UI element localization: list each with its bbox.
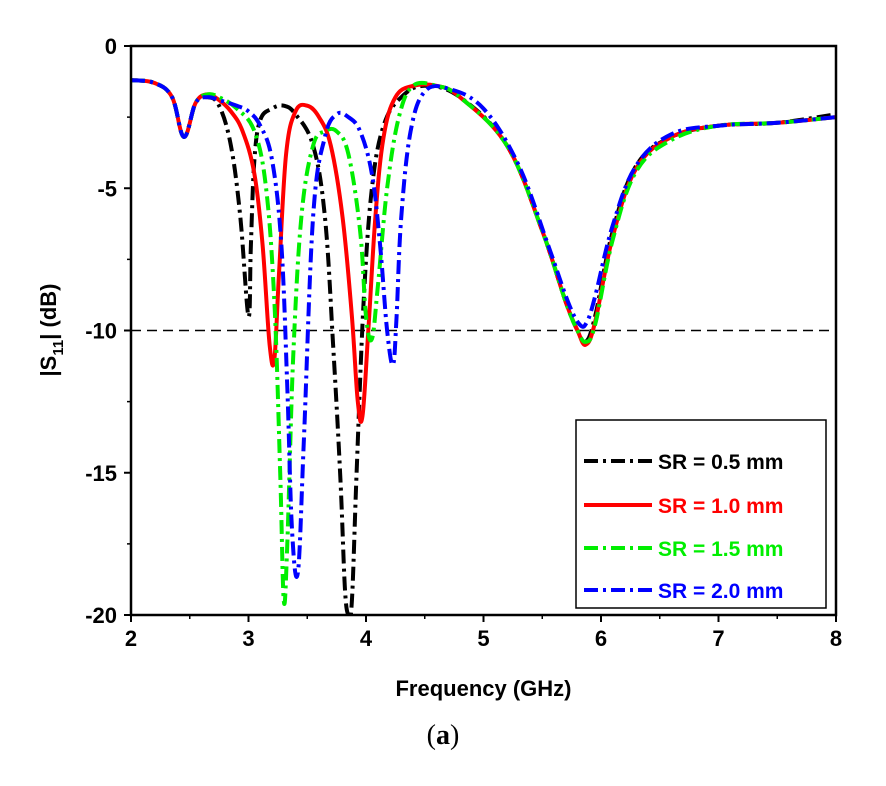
x-tick-label: 2	[125, 626, 137, 651]
y-tick-label: -5	[97, 176, 117, 201]
series-line-1	[131, 78, 836, 615]
x-axis-label: Frequency (GHz)	[395, 676, 571, 701]
series-line-2	[131, 78, 836, 424]
x-tick-label: 8	[830, 626, 842, 651]
x-tick-label: 6	[595, 626, 607, 651]
y-tick-label: -20	[85, 603, 117, 628]
legend-label-2: SR = 1.0 mm	[658, 495, 783, 518]
legend-box	[575, 419, 827, 609]
legend: SR = 0.5 mm SR = 1.0 mm SR = 1.5 mm SR = 2.…	[575, 419, 827, 609]
x-tick-label: 3	[242, 626, 254, 651]
legend-label-4: SR = 2.0 mm	[658, 580, 783, 603]
legend-label-1: SR = 0.5 mm	[658, 451, 783, 474]
series-line-4	[131, 78, 836, 579]
s11-chart: 2 3 4 5 6 7 8 0 -5 -10 -15 -20 Frequency (GHz) |S11…	[36, 34, 842, 701]
series-line-3	[131, 78, 836, 606]
y-axis-label: |S11| (dB)	[36, 284, 67, 377]
y-tick-label: 0	[105, 34, 117, 59]
y-tick-label: -10	[85, 319, 117, 344]
x-tick-label: 5	[477, 626, 489, 651]
figure-caption: (a)	[426, 720, 460, 751]
y-tick-label: -15	[85, 461, 117, 486]
x-tick-label: 7	[712, 626, 724, 651]
x-tick-label: 4	[360, 626, 373, 651]
legend-label-3: SR = 1.5 mm	[658, 538, 783, 561]
